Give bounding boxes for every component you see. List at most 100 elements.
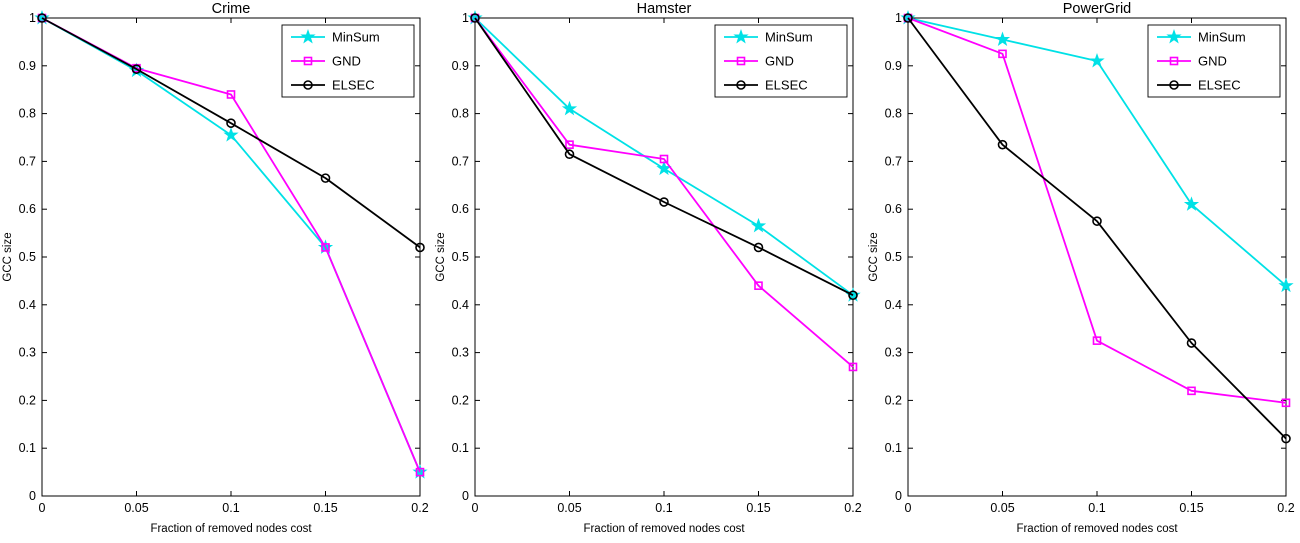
legend-label-minsum: MinSum <box>1198 30 1246 45</box>
circle-marker-elsec <box>753 242 764 253</box>
y-tick-label: 0.9 <box>19 59 36 73</box>
figure-crime: 0 0.05 0.1 0.15 0.2 0 0.1 0.2 0.3 0.4 0.5 0.6 0.7 0.8… <box>0 0 433 543</box>
square-marker-gnd <box>321 243 330 252</box>
chart-crime-canvas: 0 0.05 0.1 0.15 0.2 0 0.1 0.2 0.3 0.4 0.5 0.6 0.7 0.8… <box>2 1 429 535</box>
y-tick-label: 0 <box>29 489 36 503</box>
square-marker-gnd <box>754 281 763 290</box>
circle-marker-elsec <box>1281 433 1291 444</box>
star-marker-legend-minsum <box>1166 28 1182 44</box>
star-marker-minsum <box>561 100 578 116</box>
y-tick-label: 0.2 <box>885 393 902 407</box>
x-tick-label: 0.15 <box>1179 501 1203 515</box>
circle-marker-elsec <box>131 64 142 74</box>
star-marker-minsum <box>994 31 1011 47</box>
legend-label-gnd: GND <box>1198 54 1227 69</box>
square-marker-gnd <box>848 362 858 372</box>
y-tick-label: 0.3 <box>885 346 902 360</box>
series-line-gnd <box>474 17 854 368</box>
y-tick-label: 0 <box>462 489 469 503</box>
chart-title: Hamster <box>637 1 692 17</box>
x-tick-label: 0.15 <box>746 501 770 515</box>
y-tick-label: 0.2 <box>19 393 36 407</box>
star-marker-minsum <box>750 217 767 233</box>
x-tick-label: 0.1 <box>655 501 672 515</box>
circle-marker-elsec <box>37 13 47 23</box>
plot-box <box>907 17 1287 497</box>
x-tick-label: 0.2 <box>844 501 861 515</box>
figure-powergrid: 0 0.05 0.1 0.15 0.2 0 0.1 0.2 0.3 0.4 0.5 0.6 0.7 0.8… <box>866 0 1299 543</box>
star-marker-legend-minsum <box>300 28 316 44</box>
square-marker-legend-gnd <box>736 56 746 66</box>
x-tick-label: 0.1 <box>222 501 239 515</box>
star-marker-minsum <box>1089 52 1105 68</box>
y-tick-label: 0.6 <box>452 202 469 216</box>
y-tick-label: 0.6 <box>885 202 902 216</box>
x-tick-label: 0.2 <box>1277 501 1294 515</box>
square-marker-legend-gnd <box>303 56 313 66</box>
square-marker-gnd <box>998 49 1007 59</box>
chart-title: PowerGrid <box>1063 1 1132 17</box>
square-marker-gnd <box>565 140 574 149</box>
circle-marker-elsec <box>415 242 425 253</box>
y-tick-label: 0.9 <box>885 59 902 73</box>
y-tick-label: 0.8 <box>452 107 469 121</box>
y-tick-label: 0.8 <box>19 107 36 121</box>
square-marker-gnd <box>1092 336 1102 345</box>
circle-marker-elsec <box>564 149 575 160</box>
x-tick-label: 0 <box>39 501 46 515</box>
y-tick-label: 0.5 <box>19 250 36 264</box>
square-marker-gnd <box>415 467 425 477</box>
circle-marker-legend-elsec <box>1169 80 1179 90</box>
y-tick-label: 0.6 <box>19 202 36 216</box>
y-tick-label: 0.1 <box>885 441 902 455</box>
star-marker-minsum <box>223 127 239 142</box>
legend-label-gnd: GND <box>332 54 361 69</box>
circle-marker-legend-elsec <box>736 80 746 90</box>
y-tick-label: 0.1 <box>19 441 36 455</box>
y-tick-label: 0.8 <box>885 107 902 121</box>
x-tick-label: 0 <box>472 501 479 515</box>
y-tick-label: 1 <box>462 11 469 25</box>
y-tick-label: 0.7 <box>885 154 902 168</box>
legend-label-elsec: ELSEC <box>765 78 808 93</box>
y-tick-label: 0.7 <box>452 154 469 168</box>
y-tick-label: 0.5 <box>885 250 902 264</box>
x-tick-label: 0.2 <box>411 501 428 515</box>
x-tick-label: 0.05 <box>557 501 581 515</box>
series-line-elsec <box>474 17 854 297</box>
y-tick-label: 0.2 <box>452 393 469 407</box>
series-line-elsec <box>41 17 421 249</box>
circle-marker-elsec <box>470 13 480 23</box>
y-tick-label: 0.3 <box>19 346 36 360</box>
circle-marker-elsec <box>903 13 913 23</box>
y-tick-label: 1 <box>895 11 902 25</box>
x-tick-label: 0.05 <box>990 501 1014 515</box>
legend: MinSum GND ELSEC <box>714 24 848 98</box>
chart-title: Crime <box>212 1 251 17</box>
circle-marker-elsec <box>226 118 236 128</box>
legend-label-minsum: MinSum <box>332 30 380 45</box>
circle-marker-legend-elsec <box>303 80 313 90</box>
legend-label-minsum: MinSum <box>765 30 813 45</box>
square-marker-gnd <box>1281 398 1291 408</box>
x-axis-label: Fraction of removed nodes cost <box>583 523 745 535</box>
chart-hamster-canvas: 0 0.05 0.1 0.15 0.2 0 0.1 0.2 0.3 0.4 0.5 0.6 0.7 0.8… <box>435 1 862 535</box>
figure-hamster: 0 0.05 0.1 0.15 0.2 0 0.1 0.2 0.3 0.4 0.5 0.6 0.7 0.8… <box>433 0 866 543</box>
star-marker-minsum <box>34 9 50 25</box>
y-tick-label: 0.4 <box>19 298 36 312</box>
square-marker-legend-gnd <box>1169 56 1179 66</box>
y-tick-label: 0.7 <box>19 154 36 168</box>
y-tick-label: 0.4 <box>452 298 469 312</box>
legend: MinSum GND ELSEC <box>1147 24 1281 98</box>
y-axis-label: GCC size <box>868 232 880 281</box>
y-tick-label: 0.1 <box>452 441 469 455</box>
square-marker-gnd <box>659 154 669 164</box>
square-marker-gnd <box>226 90 236 99</box>
series-line-elsec <box>907 17 1287 440</box>
y-tick-label: 0.9 <box>452 59 469 73</box>
legend: MinSum GND ELSEC <box>281 24 415 98</box>
star-marker-minsum <box>467 9 483 25</box>
star-marker-minsum <box>900 9 916 25</box>
y-axis-label: GCC size <box>2 232 14 281</box>
